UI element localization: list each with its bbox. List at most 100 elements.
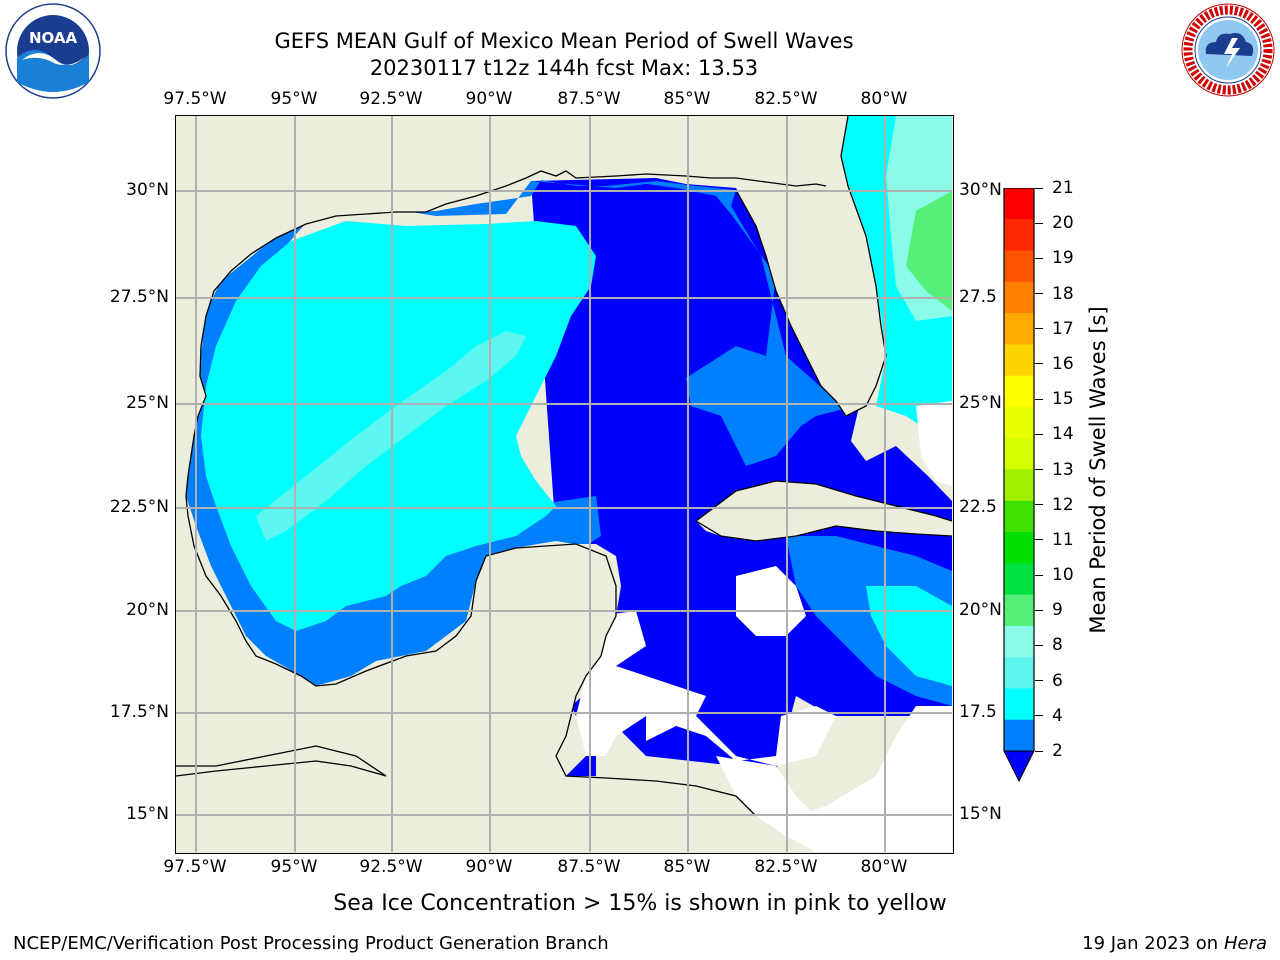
colorbar-segment	[1004, 406, 1034, 439]
lon-label-bottom: 90°W	[465, 857, 513, 877]
cuba-land	[696, 481, 952, 541]
lon-label-bottom: 87.5°W	[557, 857, 621, 877]
lat-label-left: 25°N	[126, 393, 169, 413]
lat-label-right: 20°N	[959, 600, 1002, 620]
graticule	[176, 116, 952, 852]
us-gulf-coast-land	[176, 116, 836, 516]
colorbar-segment	[1004, 281, 1034, 314]
lon-label-top: 82.5°W	[754, 89, 818, 109]
lat-label-right: 22.5	[959, 497, 997, 517]
mexico-central-america-land	[176, 516, 816, 852]
coastline	[176, 745, 387, 777]
missing-data-patch	[916, 401, 952, 486]
sea-ice-note: Sea Ice Concentration > 15% is shown in …	[333, 891, 947, 916]
coastline	[187, 515, 757, 817]
colorbar-tick-mark	[1035, 750, 1043, 752]
colorbar-tick-mark	[1035, 433, 1043, 435]
colorbar-tick-mark	[1035, 609, 1043, 611]
colorbar-tick-label: 18	[1052, 283, 1074, 304]
lon-label-top: 85°W	[663, 89, 711, 109]
lat-label-left: 30°N	[126, 180, 169, 200]
colorbar-tick-label: 10	[1052, 565, 1074, 586]
lat-label-right: 27.5	[959, 287, 997, 307]
colorbar-segment	[1004, 657, 1034, 689]
map-panel	[175, 115, 954, 854]
footer-date: 19 Jan 2023 on Hera	[1082, 933, 1267, 954]
colorbar-tick-label: 17	[1052, 318, 1074, 339]
colorbar-tick-mark	[1035, 257, 1043, 259]
noaa-logo: NOAA	[4, 2, 102, 100]
coastline	[695, 480, 953, 542]
colorbar-outline	[1003, 187, 1035, 751]
footer-credit: NCEP/EMC/Verification Post Processing Pr…	[13, 933, 609, 954]
lon-label-bottom: 85°W	[663, 857, 711, 877]
colorbar-tick-mark	[1035, 363, 1043, 365]
colorbar-tick-label: 9	[1052, 600, 1063, 621]
colorbar-segment	[1004, 563, 1034, 596]
noaa-logo-text: NOAA	[29, 29, 78, 47]
colorbar-tick-label: 16	[1052, 353, 1074, 374]
colorbar-tick-label: 2	[1052, 741, 1063, 761]
colorbar-tick-mark	[1035, 644, 1043, 646]
lat-label-left: 22.5°N	[109, 497, 169, 517]
colorbar-label: Mean Period of Swell Waves [s]	[1086, 306, 1110, 634]
colorbar-tick-label: 14	[1052, 424, 1074, 445]
colorbar-tick-label: 20	[1052, 213, 1074, 234]
lat-label-right: 30°N	[959, 180, 1002, 200]
colorbar-tick-mark	[1035, 328, 1043, 330]
lon-label-top: 80°W	[860, 89, 908, 109]
chart-title: GEFS MEAN Gulf of Mexico Mean Period of …	[274, 29, 854, 53]
yucatan-peninsula-land	[476, 544, 621, 696]
colorbar-tick-mark	[1035, 680, 1043, 682]
colorbar-tick-mark	[1035, 504, 1043, 506]
colorbar-tick-label: 6	[1052, 670, 1063, 691]
lon-label-top: 90°W	[465, 89, 513, 109]
colorbar-tick-mark	[1035, 222, 1043, 224]
colorbar-segment	[1004, 500, 1034, 533]
colorbar-tick-label: 21	[1052, 178, 1074, 198]
lat-label-right: 15°N	[959, 804, 1002, 824]
colorbar-tick-mark	[1035, 398, 1043, 400]
colorbar-tick-mark	[1035, 187, 1043, 189]
lon-label-top: 92.5°W	[359, 89, 423, 109]
colorbar-segment	[1004, 719, 1034, 752]
colorbar-tick-label: 13	[1052, 459, 1074, 480]
colorbar-tick-label: 11	[1052, 529, 1074, 550]
lon-label-top: 87.5°W	[557, 89, 621, 109]
colorbar-tick-mark	[1035, 539, 1043, 541]
colorbar	[1003, 187, 1035, 783]
missing-data-patch	[736, 566, 806, 636]
colorbar-segment	[1004, 625, 1034, 658]
swell-period-map	[176, 116, 953, 852]
lon-label-top: 97.5°W	[163, 89, 227, 109]
colorbar-segment	[1004, 469, 1034, 502]
colorbar-segment	[1004, 375, 1034, 408]
colorbar-segment	[1004, 219, 1034, 252]
colorbar-tick-label: 4	[1052, 705, 1063, 726]
lat-label-right: 25°N	[959, 393, 1002, 413]
colorbar-segment	[1004, 688, 1034, 721]
lat-label-right: 17.5	[959, 702, 997, 722]
lon-label-bottom: 82.5°W	[754, 857, 818, 877]
colorbar-extend-triangle	[1003, 750, 1035, 783]
coastline	[735, 116, 887, 417]
colorbar-tick-label: 12	[1052, 494, 1074, 515]
nws-logo	[1180, 2, 1276, 98]
coastline	[185, 170, 827, 517]
colorbar-tick-mark	[1035, 293, 1043, 295]
colorbar-segment	[1004, 188, 1034, 220]
lon-label-bottom: 92.5°W	[359, 857, 423, 877]
lon-label-bottom: 95°W	[270, 857, 318, 877]
colorbar-segment	[1004, 532, 1034, 564]
lon-label-top: 95°W	[270, 89, 318, 109]
colorbar-tick-mark	[1035, 574, 1043, 576]
chart-subtitle: 20230117 t12z 144h fcst Max: 13.53	[369, 56, 759, 80]
lon-label-bottom: 97.5°W	[163, 857, 227, 877]
colorbar-segment	[1004, 250, 1034, 283]
colorbar-segment	[1004, 594, 1034, 627]
colorbar-segment	[1004, 313, 1034, 345]
lat-label-left: 17.5°N	[109, 702, 169, 722]
colorbar-segment	[1004, 344, 1034, 377]
footer-machine: Hera	[1223, 933, 1267, 954]
lat-label-left: 20°N	[126, 600, 169, 620]
